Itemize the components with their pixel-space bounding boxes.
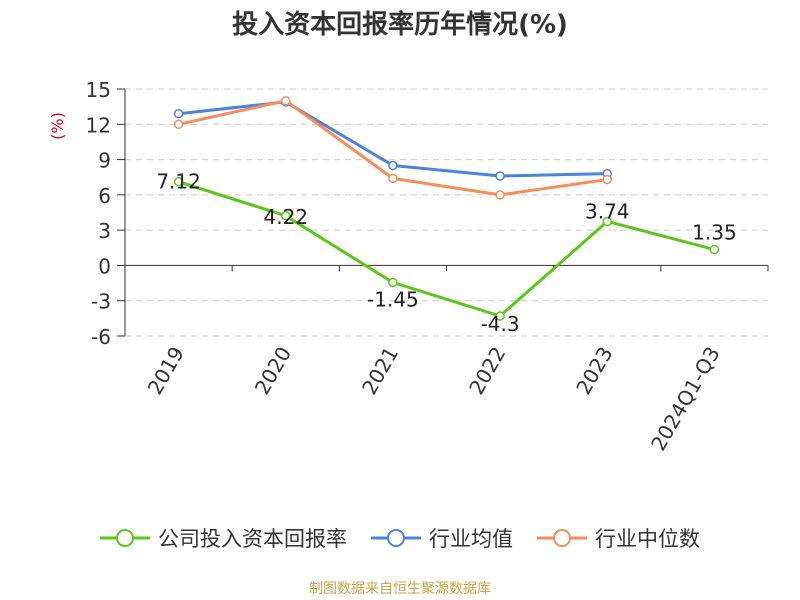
series-layer — [173, 96, 720, 321]
y-tick-label: 3 — [98, 219, 111, 243]
x-tick-label: 2023 — [571, 343, 617, 399]
data-point — [173, 108, 184, 119]
data-label: 3.74 — [585, 199, 630, 223]
legend-label: 行业中位数 — [595, 527, 700, 551]
y-tick-label: 12 — [86, 113, 111, 137]
x-tick-label: 2021 — [357, 343, 403, 399]
data-point — [388, 173, 398, 184]
data-label: 1.35 — [692, 221, 737, 245]
data-label: -4.3 — [481, 312, 520, 336]
data-label: -1.45 — [367, 287, 419, 311]
legend-item[interactable]: 公司投入资本回报率 — [100, 523, 347, 553]
legend-item[interactable]: 行业均值 — [371, 523, 513, 553]
y-axis-label: (%) — [48, 112, 67, 140]
x-tick-label: 2024Q1-Q3 — [646, 343, 725, 455]
x-tick-label: 2020 — [250, 343, 296, 399]
y-tick-label: -3 — [91, 290, 111, 314]
data-point — [388, 277, 398, 288]
data-point — [388, 160, 398, 171]
y-tick-label: 6 — [98, 184, 111, 208]
data-point — [495, 190, 505, 200]
data-point — [709, 244, 720, 255]
data-label-layer: 7.12 4.22 -1.45 -4.3 3.74 1.35 — [156, 170, 736, 336]
chart-title: 投入资本回报率历年情况(%) — [232, 10, 568, 40]
data-point — [281, 96, 291, 106]
series-line — [178, 180, 715, 318]
data-point — [495, 311, 505, 321]
data-point — [602, 216, 612, 227]
data-point — [173, 176, 184, 187]
y-tick-label: -6 — [91, 325, 111, 349]
x-tick-label: 2022 — [464, 343, 510, 399]
legend-swatch — [537, 529, 587, 547]
legend-swatch — [100, 529, 150, 547]
data-point — [281, 211, 291, 221]
data-label: 4.22 — [263, 205, 308, 229]
y-tick-label: 0 — [98, 254, 111, 278]
y-tick-label: 9 — [98, 149, 111, 173]
data-point — [173, 119, 184, 130]
line-chart: 15 12 9 6 3 0 -3 -6 2019 2020 2021 2022 2023 2024Q1-Q… — [48, 78, 769, 455]
data-point — [602, 174, 612, 185]
y-tick-label: 15 — [86, 78, 111, 102]
x-tick-label: 2019 — [143, 343, 189, 399]
data-point — [495, 171, 505, 181]
legend-label: 行业均值 — [429, 527, 513, 551]
legend-swatch — [371, 529, 421, 547]
legend-item[interactable]: 行业中位数 — [537, 523, 700, 553]
axis-layer: 15 12 9 6 3 0 -3 -6 2019 2020 2021 2022 2023 2024Q1-Q… — [86, 78, 769, 455]
source-note: 制图数据来自恒生聚源数据库 — [309, 581, 491, 597]
legend-label: 公司投入资本回报率 — [158, 527, 347, 551]
legend: 公司投入资本回报率 行业均值 行业中位数 — [0, 518, 800, 558]
data-label: 7.12 — [156, 170, 201, 194]
